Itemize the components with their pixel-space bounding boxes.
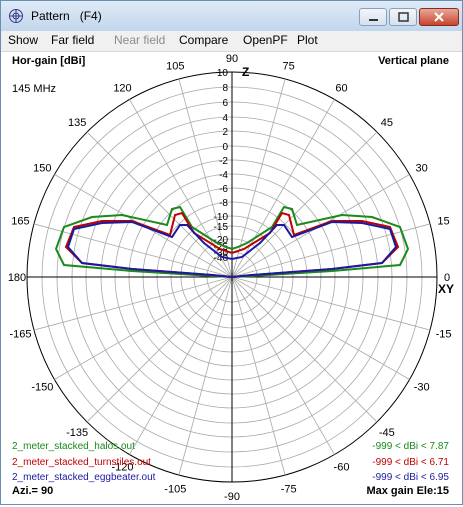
radial-label: -25 [214,242,229,253]
angle-label: 90 [226,53,238,65]
menu-plot[interactable]: Plot [297,33,318,47]
radial-label: 8 [222,83,228,94]
menu-near-field: Near field [114,33,166,47]
minimize-button[interactable] [359,8,387,26]
minimize-icon [369,19,378,21]
angle-label: -45 [379,427,395,439]
grid-spoke [231,99,335,278]
legend-name-halos: 2_meter_stacked_halos.out [12,441,135,452]
angle-label: 180 [8,272,26,284]
radial-label: 2 [222,127,228,138]
plot-title-left: Hor-gain [dBi] [12,55,86,67]
grid-spoke [178,276,233,476]
radial-label: 4 [222,113,228,124]
angle-label: -75 [281,484,297,496]
legend-name-turnstiles: 2_meter_stacked_turnstiles.out [12,457,151,468]
radial-label: 6 [222,98,228,109]
angle-label: 120 [113,82,131,94]
grid-spoke [231,276,410,380]
radial-label: -8 [219,198,228,209]
angle-label: -105 [164,484,186,496]
trace-eggbeater [66,220,398,278]
angle-label: 105 [166,60,184,72]
angle-label: -150 [31,382,53,394]
maximize-icon [398,12,409,22]
grid-spoke [231,78,286,278]
title-bar[interactable]: Pattern (F4) [1,1,462,31]
grid-spoke [129,99,233,278]
grid-spoke [178,78,233,278]
angle-label: 150 [33,163,51,175]
close-button[interactable] [419,8,459,26]
angle-label: 165 [11,215,29,227]
radial-label: -20 [214,235,229,246]
close-icon [434,12,444,22]
app-icon [9,9,23,23]
grid-spoke [33,223,233,278]
menu-bar: Show Far field Near field Compare OpenPF… [1,31,462,52]
grid-spoke [231,223,431,278]
menu-openpf[interactable]: OpenPF [243,33,288,47]
plot-title-right: Vertical plane [378,55,449,67]
angle-label: 45 [381,117,393,129]
trace-turnstiles [64,211,400,278]
plot-area[interactable]: 90 75 60 45 30 15 0 -15 -30 -45 -60 -75 -90 -105 -120-… [7,52,459,503]
window-title: Pattern (F4) [31,9,102,23]
azimuth-label: Azi.= 90 [12,485,54,497]
xy-axis-label: XY [438,282,454,296]
angle-label: 60 [335,82,347,94]
angle-label: -60 [334,462,350,474]
angle-label: -165 [9,329,31,341]
grid-spoke [231,276,431,331]
legend-range-halos: -999 < dBi < 7.87 [372,441,449,452]
grid-spoke [231,276,378,423]
radial-label: 10 [217,68,229,79]
legend-name-eggbeater: 2_meter_stacked_eggbeater.out [12,472,156,483]
grid-spoke [86,131,233,278]
grid-spoke [129,276,233,455]
angle-label: -90 [224,491,240,502]
radial-label: -2 [219,156,228,167]
radial-label: -40 [214,253,229,264]
angle-label: -135 [66,427,88,439]
angle-label: 0 [444,272,450,284]
grid-spoke [86,276,233,423]
legend-range-eggbeater: -999 < dBi < 6.95 [372,472,449,483]
radial-label: 0 [222,142,228,153]
grid-spoke [54,276,233,380]
angle-label: -15 [436,329,452,341]
z-axis-label: Z [242,65,249,79]
grid-spoke [231,276,286,476]
angle-label: 30 [416,163,428,175]
radial-label: -15 [214,222,229,233]
radial-label: -30 [214,248,229,259]
angle-label: 135 [68,117,86,129]
radial-label: -6 [219,184,228,195]
menu-compare[interactable]: Compare [179,33,229,47]
frequency-label: 145 MHz [12,83,57,95]
radial-label: -10 [214,212,229,223]
menu-show[interactable]: Show [8,33,39,47]
grid-spoke [231,276,335,455]
angle-label: 75 [283,60,295,72]
radial-label: -4 [219,170,228,181]
polar-plot: 9075604530150-15-30-45-60-75-90-105-120-… [8,53,454,503]
grid-spoke [231,131,378,278]
angle-label: -30 [414,382,430,394]
trace-halos [54,205,410,278]
max-gain-label: Max gain Ele:15 [366,485,449,497]
angle-label: 15 [437,215,449,227]
grid-spoke [33,276,233,331]
maximize-button[interactable] [389,8,417,26]
angle-label: -120 [111,462,133,474]
menu-far-field[interactable]: Far field [51,33,95,47]
legend-range-turnstiles: -999 < dBi < 6.71 [372,457,449,468]
